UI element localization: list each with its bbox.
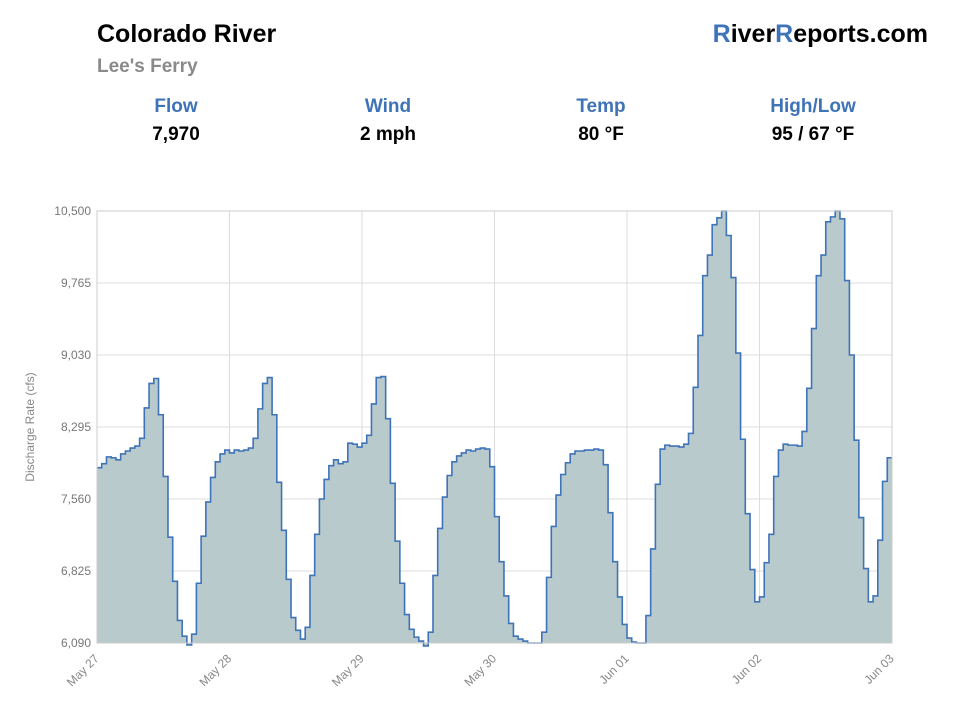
stat-wind-label: Wind [364, 96, 412, 117]
brand-logo[interactable]: RiverReports.com [713, 20, 928, 49]
stat-flow-value: 7,970 [152, 124, 200, 145]
x-tick-label: Jun 03 [861, 651, 897, 687]
stat-temp-label: Temp [576, 96, 626, 117]
stat-highlow-value: 95 / 67 °F [771, 124, 855, 145]
y-tick-label: 9,030 [61, 348, 91, 362]
brand-text-iver: iver [730, 20, 776, 48]
stat-temp: Temp 80 °F [501, 96, 701, 146]
brand-text-eports: eports.com [793, 20, 928, 48]
discharge-line [97, 210, 892, 647]
stat-flow-label: Flow [154, 96, 198, 117]
stat-wind: Wind 2 mph [288, 96, 488, 146]
brand-letter-r1: R [712, 20, 731, 48]
x-tick-label: May 29 [329, 651, 367, 689]
x-tick-label: May 28 [196, 651, 234, 689]
y-tick-label: 6,825 [61, 564, 91, 578]
x-tick-label: May 27 [64, 651, 102, 689]
y-tick-label: 9,765 [61, 276, 91, 290]
plot-frame [96, 210, 893, 644]
x-tick-label: Jun 01 [596, 651, 632, 687]
y-tick-label: 10,500 [54, 204, 91, 218]
stat-temp-value: 80 °F [578, 124, 624, 145]
y-tick-label: 6,090 [61, 636, 91, 650]
gauge-name: Lee's Ferry [97, 56, 198, 77]
y-tick-label: 7,560 [61, 492, 91, 506]
x-tick-label: Jun 02 [729, 651, 765, 687]
x-tick-label: May 30 [461, 651, 499, 689]
stat-wind-value: 2 mph [360, 124, 416, 145]
stat-flow: Flow 7,970 [76, 96, 276, 146]
stat-highlow-label: High/Low [770, 96, 856, 117]
discharge-area [97, 211, 892, 646]
brand-letter-r2: R [775, 20, 794, 48]
river-title: Colorado River [97, 20, 277, 48]
y-tick-label: 8,295 [61, 420, 91, 434]
stat-highlow: High/Low 95 / 67 °F [713, 96, 913, 146]
y-axis-label: Discharge Rate (cfs) [23, 372, 37, 481]
